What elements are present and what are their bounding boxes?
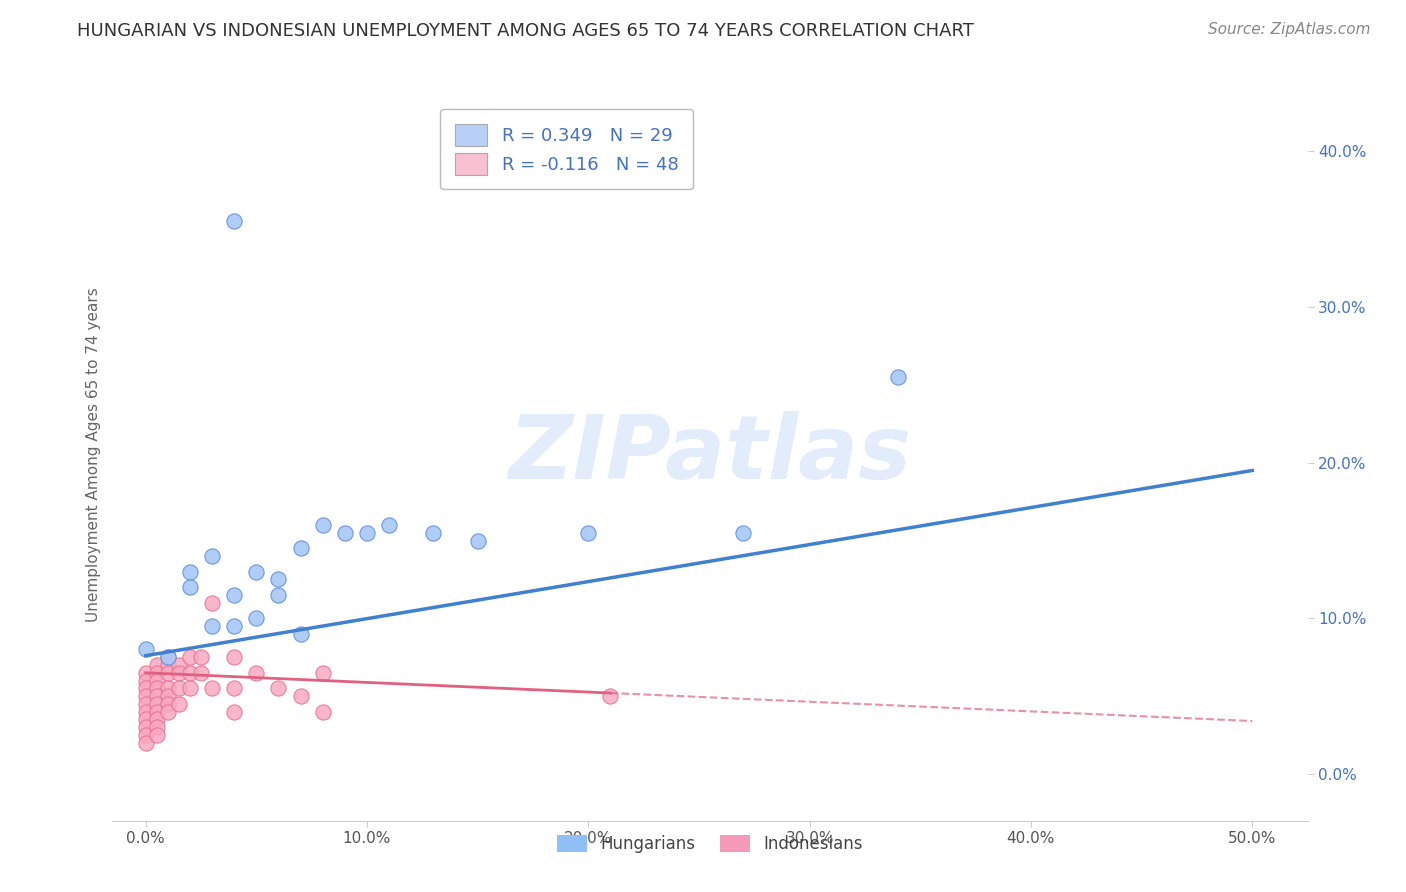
- Point: [224, 619, 246, 633]
- Point: [312, 518, 335, 533]
- Point: [156, 650, 179, 665]
- Point: [135, 720, 157, 734]
- Point: [201, 619, 224, 633]
- Point: [224, 588, 246, 602]
- Point: [156, 658, 179, 673]
- Point: [156, 689, 179, 703]
- Point: [190, 665, 212, 680]
- Point: [422, 525, 444, 540]
- Point: [201, 596, 224, 610]
- Point: [267, 588, 290, 602]
- Point: [733, 525, 755, 540]
- Point: [245, 611, 267, 625]
- Point: [267, 573, 290, 587]
- Point: [156, 705, 179, 719]
- Point: [467, 533, 489, 548]
- Point: [312, 705, 335, 719]
- Point: [224, 705, 246, 719]
- Point: [145, 728, 167, 742]
- Point: [333, 525, 356, 540]
- Point: [135, 705, 157, 719]
- Point: [179, 580, 201, 594]
- Text: Source: ZipAtlas.com: Source: ZipAtlas.com: [1208, 22, 1371, 37]
- Point: [145, 697, 167, 711]
- Point: [145, 665, 167, 680]
- Point: [167, 665, 190, 680]
- Point: [224, 650, 246, 665]
- Point: [145, 720, 167, 734]
- Point: [224, 214, 246, 228]
- Point: [599, 689, 621, 703]
- Point: [179, 681, 201, 696]
- Point: [145, 705, 167, 719]
- Point: [145, 673, 167, 688]
- Point: [167, 681, 190, 696]
- Point: [167, 697, 190, 711]
- Point: [887, 370, 910, 384]
- Point: [135, 673, 157, 688]
- Point: [135, 681, 157, 696]
- Point: [224, 681, 246, 696]
- Point: [576, 525, 599, 540]
- Point: [312, 665, 335, 680]
- Point: [378, 518, 401, 533]
- Point: [290, 541, 312, 556]
- Point: [179, 665, 201, 680]
- Point: [156, 697, 179, 711]
- Point: [179, 565, 201, 579]
- Point: [135, 697, 157, 711]
- Text: HUNGARIAN VS INDONESIAN UNEMPLOYMENT AMONG AGES 65 TO 74 YEARS CORRELATION CHART: HUNGARIAN VS INDONESIAN UNEMPLOYMENT AMO…: [77, 22, 974, 40]
- Point: [145, 713, 167, 727]
- Point: [135, 642, 157, 657]
- Point: [145, 681, 167, 696]
- Point: [179, 650, 201, 665]
- Point: [290, 689, 312, 703]
- Point: [135, 728, 157, 742]
- Point: [145, 689, 167, 703]
- Text: ZIPatlas: ZIPatlas: [509, 411, 911, 499]
- Point: [201, 681, 224, 696]
- Point: [135, 713, 157, 727]
- Point: [267, 681, 290, 696]
- Point: [135, 665, 157, 680]
- Y-axis label: Unemployment Among Ages 65 to 74 years: Unemployment Among Ages 65 to 74 years: [86, 287, 101, 623]
- Point: [135, 689, 157, 703]
- Point: [167, 658, 190, 673]
- Legend: Hungarians, Indonesians: Hungarians, Indonesians: [550, 829, 870, 860]
- Point: [145, 658, 167, 673]
- Point: [201, 549, 224, 563]
- Point: [356, 525, 378, 540]
- Point: [245, 665, 267, 680]
- Point: [156, 681, 179, 696]
- Point: [135, 736, 157, 750]
- Point: [156, 650, 179, 665]
- Point: [156, 665, 179, 680]
- Point: [290, 627, 312, 641]
- Point: [190, 650, 212, 665]
- Point: [245, 565, 267, 579]
